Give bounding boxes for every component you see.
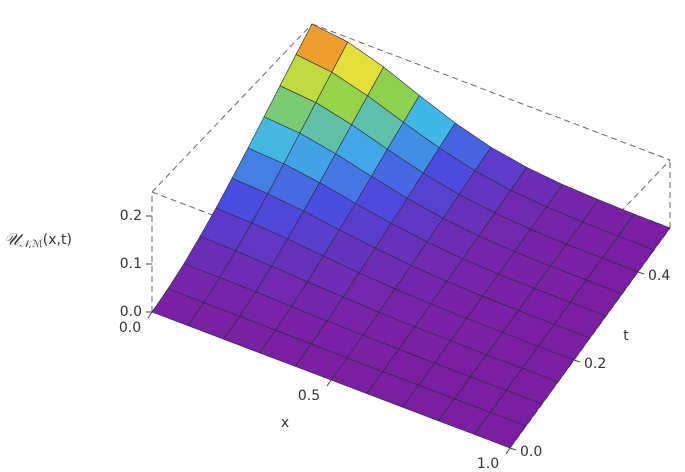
box-edge bbox=[151, 23, 313, 193]
surface-patch bbox=[473, 412, 527, 449]
x-tick-label: 0.5 bbox=[298, 388, 320, 404]
z-tick-label: 0.0 bbox=[120, 304, 142, 320]
z-tick-label: 0.2 bbox=[120, 208, 142, 224]
y-tick-label: 0.2 bbox=[584, 356, 606, 372]
z-label-rest: (x,t) bbox=[43, 232, 72, 248]
x-axis-label: x bbox=[281, 415, 289, 431]
y-tick bbox=[637, 271, 645, 275]
y-tick bbox=[509, 447, 517, 451]
z-tick-label: 0.1 bbox=[120, 256, 142, 272]
x-tick bbox=[505, 447, 511, 455]
x-tick bbox=[326, 379, 332, 387]
z-axis-label: 𝒰𝒩,ℳ(x,t) bbox=[4, 230, 72, 251]
y-tick-label: 0.4 bbox=[648, 268, 670, 284]
z-label-base: 𝒰 bbox=[4, 230, 24, 250]
y-tick-label: 0.0 bbox=[520, 444, 542, 460]
x-tick-label: 1.0 bbox=[477, 456, 499, 472]
y-tick bbox=[573, 359, 581, 363]
x-tick bbox=[147, 311, 153, 319]
x-tick-label: 0.0 bbox=[119, 320, 141, 336]
surface bbox=[151, 23, 671, 449]
z-label-sub: 𝒩,ℳ bbox=[19, 239, 43, 250]
t-axis-label: t bbox=[623, 328, 629, 344]
box-edge bbox=[311, 23, 671, 161]
